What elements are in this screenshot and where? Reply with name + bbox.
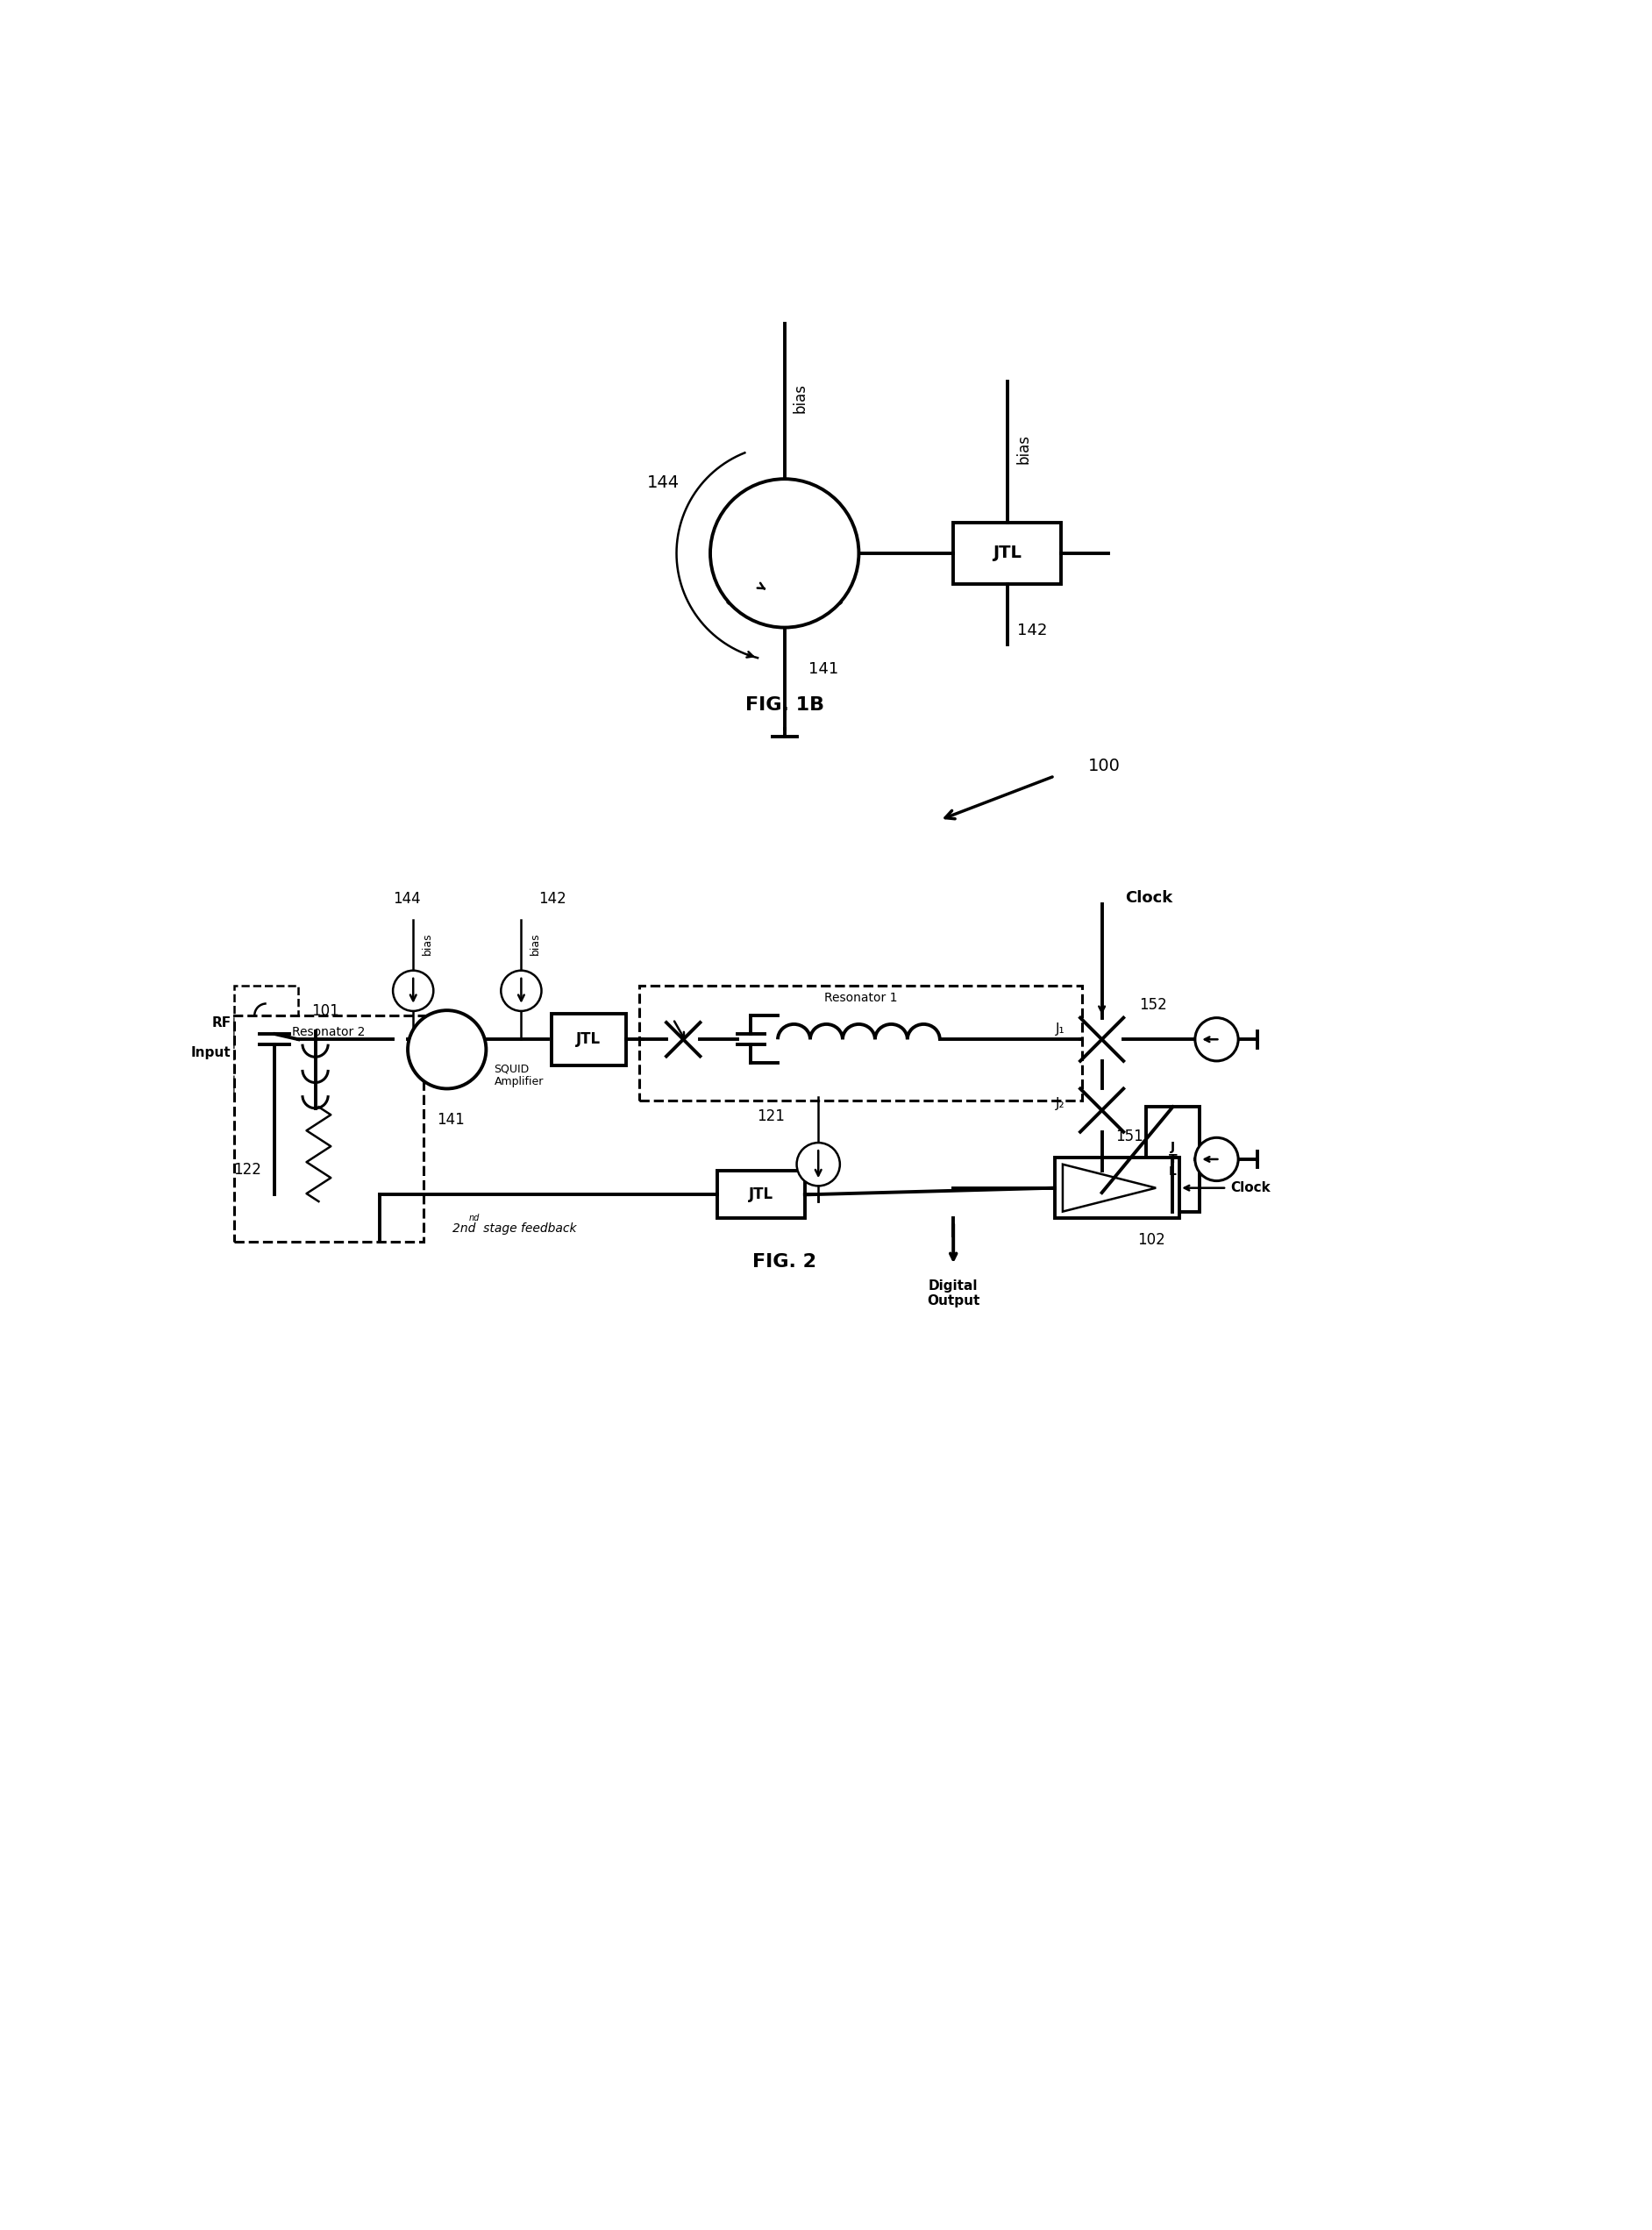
Circle shape: [393, 970, 433, 1010]
Text: 142: 142: [1018, 622, 1047, 638]
Text: FIG. 2: FIG. 2: [753, 1253, 816, 1271]
Text: 142: 142: [539, 890, 567, 905]
Text: Clock: Clock: [1231, 1182, 1270, 1195]
Bar: [717, 1171, 805, 1218]
Text: RF: RF: [211, 1017, 231, 1028]
Bar: [639, 986, 1082, 1099]
Text: bias: bias: [793, 384, 808, 413]
Text: nd: nd: [469, 1213, 479, 1222]
Text: 101: 101: [312, 1004, 339, 1019]
Text: 151: 151: [1115, 1128, 1143, 1144]
Text: J
T
L: J T L: [1168, 1142, 1176, 1177]
Text: FIG. 1B: FIG. 1B: [745, 696, 824, 714]
Circle shape: [796, 1142, 839, 1186]
Text: 122: 122: [235, 1162, 261, 1177]
Circle shape: [710, 479, 859, 627]
Text: bias: bias: [421, 932, 433, 954]
Text: 100: 100: [1089, 758, 1120, 774]
Text: 141: 141: [436, 1113, 464, 1128]
Text: 121: 121: [757, 1108, 785, 1124]
Text: Resonator 1: Resonator 1: [824, 992, 897, 1003]
Text: JTL: JTL: [577, 1032, 601, 1048]
Text: bias: bias: [529, 932, 540, 954]
Bar: [953, 522, 1061, 584]
Text: JTL: JTL: [748, 1186, 773, 1202]
Bar: [235, 986, 299, 1093]
Text: Clock: Clock: [1125, 890, 1173, 905]
Text: bias: bias: [1016, 433, 1031, 464]
Circle shape: [408, 1010, 486, 1088]
Bar: [235, 1015, 423, 1242]
Text: Input: Input: [192, 1046, 231, 1059]
Circle shape: [1194, 1137, 1239, 1182]
Text: 144: 144: [646, 475, 679, 491]
Text: J₂: J₂: [1056, 1097, 1066, 1111]
Text: 144: 144: [393, 890, 420, 905]
Text: Digital
Output: Digital Output: [927, 1280, 980, 1307]
Text: 152: 152: [1138, 997, 1166, 1012]
Circle shape: [1194, 1017, 1239, 1061]
Text: 141: 141: [808, 662, 838, 678]
Text: JTL: JTL: [993, 544, 1021, 562]
Text: SQUID
Amplifier: SQUID Amplifier: [494, 1064, 544, 1088]
Bar: [1054, 1157, 1180, 1218]
Text: J₁: J₁: [1056, 1024, 1066, 1035]
Bar: [552, 1015, 626, 1066]
Bar: [1146, 1106, 1199, 1211]
Text: 2nd  stage feedback: 2nd stage feedback: [453, 1222, 577, 1235]
Text: Resonator 2: Resonator 2: [292, 1026, 365, 1039]
Text: 102: 102: [1137, 1231, 1165, 1247]
Circle shape: [501, 970, 542, 1010]
